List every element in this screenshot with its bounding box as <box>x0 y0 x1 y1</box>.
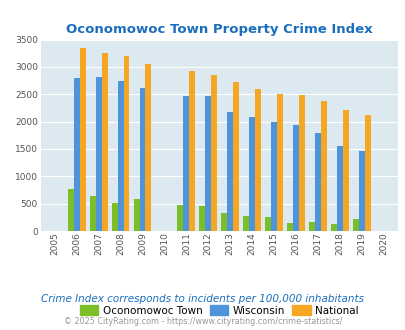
Bar <box>68 189 74 231</box>
Bar <box>145 64 151 231</box>
Bar <box>358 150 364 231</box>
Bar <box>298 95 304 231</box>
Bar <box>133 199 139 231</box>
Bar <box>189 71 195 231</box>
Text: © 2025 CityRating.com - https://www.cityrating.com/crime-statistics/: © 2025 CityRating.com - https://www.city… <box>64 317 341 326</box>
Bar <box>123 56 129 231</box>
Bar <box>96 77 101 231</box>
Bar <box>177 205 183 231</box>
Bar <box>243 216 249 231</box>
Bar <box>342 110 348 231</box>
Bar <box>205 96 211 231</box>
Bar <box>271 122 276 231</box>
Bar <box>320 101 326 231</box>
Bar <box>111 203 117 231</box>
Bar <box>227 112 232 231</box>
Bar <box>352 219 358 231</box>
Bar <box>232 82 239 231</box>
Bar <box>330 224 336 231</box>
Bar <box>74 78 79 231</box>
Bar <box>90 196 96 231</box>
Legend: Oconomowoc Town, Wisconsin, National: Oconomowoc Town, Wisconsin, National <box>75 301 362 320</box>
Bar <box>254 89 260 231</box>
Bar <box>336 146 342 231</box>
Bar <box>183 96 189 231</box>
Bar <box>308 222 314 231</box>
Bar <box>211 75 217 231</box>
Bar <box>199 206 205 231</box>
Bar <box>139 88 145 231</box>
Bar <box>276 94 282 231</box>
Bar <box>292 125 298 231</box>
Bar <box>249 117 254 231</box>
Bar <box>117 81 123 231</box>
Bar <box>79 48 85 231</box>
Title: Oconomowoc Town Property Crime Index: Oconomowoc Town Property Crime Index <box>66 23 372 36</box>
Bar <box>364 115 370 231</box>
Bar <box>264 217 271 231</box>
Text: Crime Index corresponds to incidents per 100,000 inhabitants: Crime Index corresponds to incidents per… <box>41 294 364 304</box>
Bar <box>286 222 292 231</box>
Bar <box>221 213 227 231</box>
Bar <box>101 53 107 231</box>
Bar <box>314 133 320 231</box>
